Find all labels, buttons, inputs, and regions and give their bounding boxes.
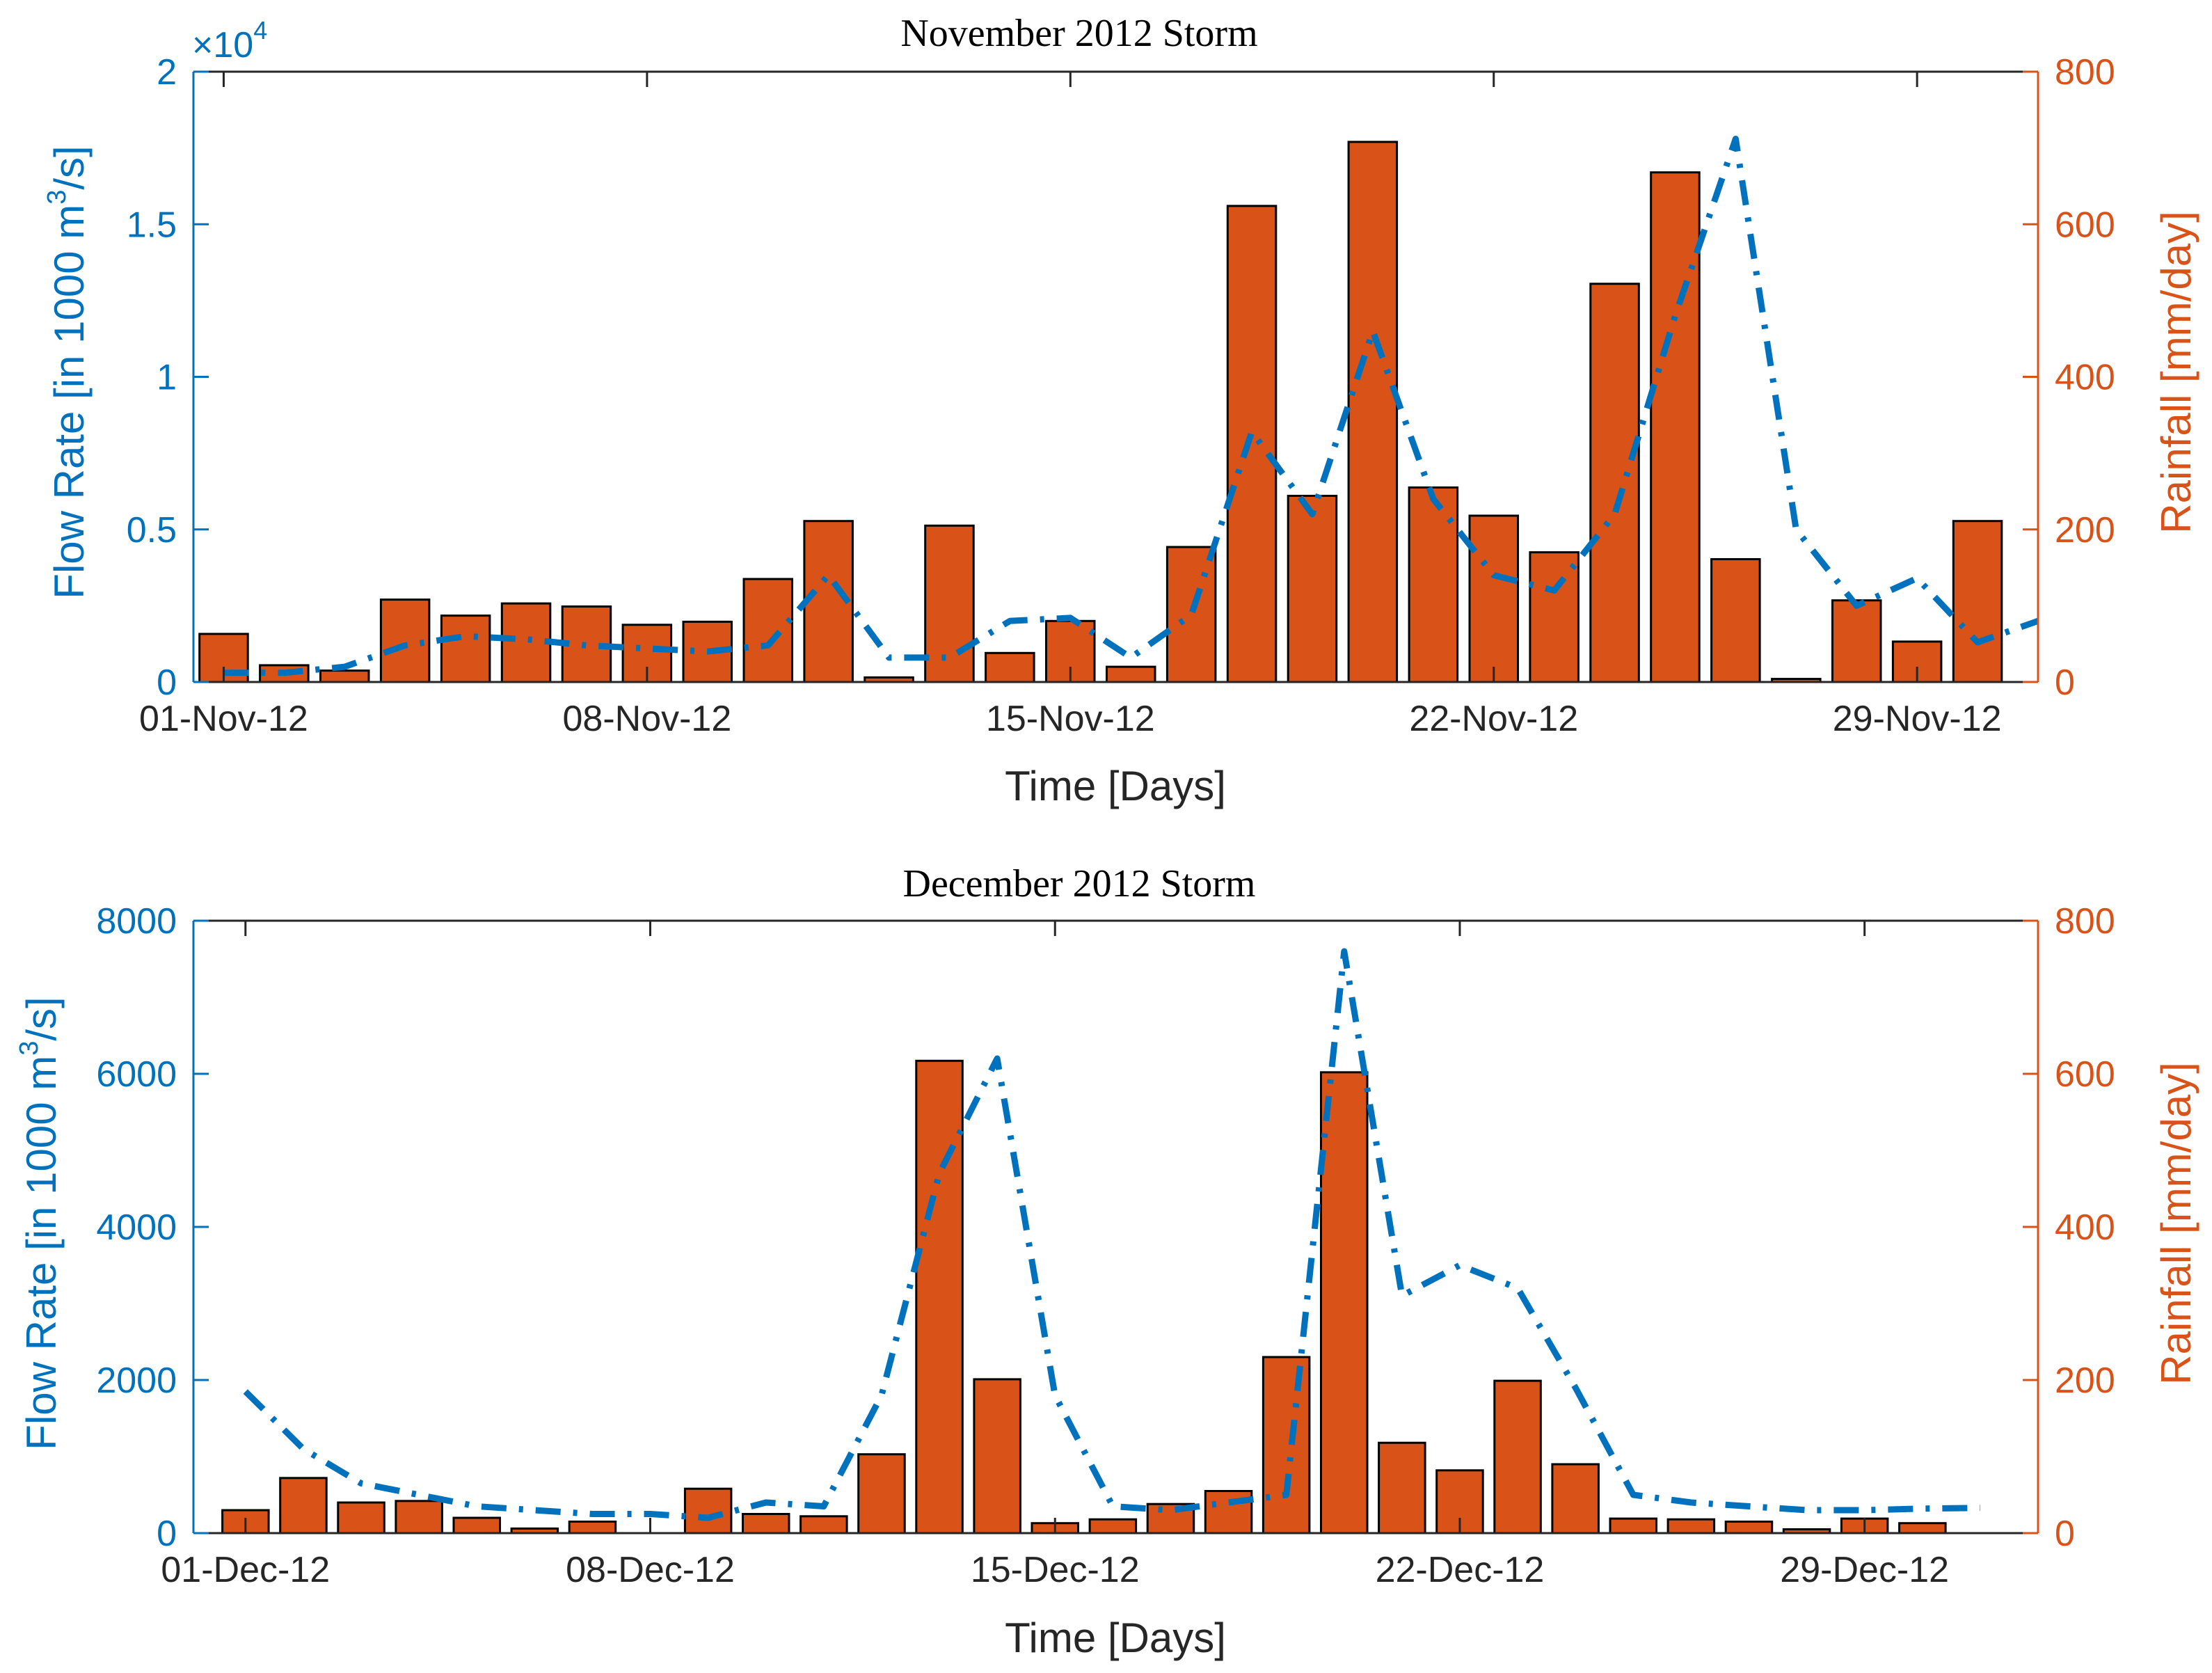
rainfall-bar xyxy=(1226,205,1278,683)
december-panel: December 2012 Storm 01-Dec-12 08-Dec-12 15… xyxy=(15,862,2199,1661)
left-y-axis-label-part-2: /s] xyxy=(46,145,93,189)
rainfall-bar xyxy=(319,669,370,683)
x-tick-label: 01-Nov-12 xyxy=(139,699,308,739)
rainfall-bar xyxy=(1529,551,1580,683)
left-y-axis-label-superscript: 3 xyxy=(15,1041,44,1056)
left-y-tick-label: 2000 xyxy=(96,1361,177,1401)
rainfall-bar xyxy=(924,524,975,683)
left-y-tick-label: 0 xyxy=(157,1514,177,1554)
rainfall-bar xyxy=(1666,1518,1716,1535)
right-y-axis-label: Rainfall [mm/day] xyxy=(2153,1062,2199,1384)
rainfall-bar xyxy=(1287,495,1338,683)
rainfall-bar xyxy=(452,1516,501,1535)
left-y-tick-label: 8000 xyxy=(96,901,177,942)
rainfall-bar xyxy=(1408,486,1459,683)
rainfall-bar xyxy=(1320,1071,1369,1535)
rainfall-bar xyxy=(985,651,1035,683)
rainfall-bar xyxy=(440,615,491,683)
right-y-tick-label: 200 xyxy=(2055,1361,2115,1401)
rainfall-bar xyxy=(683,1487,733,1535)
rainfall-bar xyxy=(1347,141,1399,683)
left-y-tick-label: 1 xyxy=(157,358,177,398)
rainfall-bar xyxy=(1650,171,1701,683)
left-y-axis-label-part-1: Flow Rate [in 1000 m xyxy=(46,205,93,599)
left-y-tick-label: 6000 xyxy=(96,1054,177,1095)
left-y-tick-label: 1.5 xyxy=(127,205,177,245)
left-y-tick-label: 4000 xyxy=(96,1207,177,1248)
left-y-axis-label-part-1: Flow Rate [in 1000 m xyxy=(18,1056,65,1450)
rainfall-bar xyxy=(500,602,552,683)
rainfall-bar xyxy=(1710,558,1761,683)
rainfall-bar xyxy=(1551,1463,1600,1535)
rainfall-bar xyxy=(337,1501,385,1535)
right-y-tick-label: 600 xyxy=(2055,205,2115,245)
rainfall-bar xyxy=(568,1521,617,1535)
left-y-axis-label: Flow Rate [in 1000 m3/s] xyxy=(15,997,65,1450)
plot-area: 01-Dec-12 08-Dec-12 15-Dec-12 22-Dec-12 29-D… xyxy=(96,901,2115,1590)
right-y-tick-label: 400 xyxy=(2055,358,2115,398)
rainfall-bar xyxy=(1165,546,1217,683)
rainfall-bar xyxy=(1493,1379,1542,1535)
right-y-tick-label: 200 xyxy=(2055,510,2115,550)
right-y-tick-label: 800 xyxy=(2055,901,2115,942)
left-y-tick-label: 0 xyxy=(157,663,177,703)
rainfall-bar xyxy=(1106,665,1156,683)
flow-rate-line xyxy=(243,948,1980,1521)
rainfall-bar xyxy=(973,1378,1021,1535)
left-y-tick-label: 0.5 xyxy=(127,510,177,550)
x-tick-label: 22-Dec-12 xyxy=(1376,1550,1545,1590)
rainfall-bar xyxy=(1952,520,2003,683)
rainfall-bar xyxy=(395,1500,443,1535)
rainfall-bar xyxy=(742,1513,790,1535)
rainfall-bar xyxy=(1088,1518,1138,1535)
left-y-axis-label-part-2: /s] xyxy=(18,997,65,1040)
exponent-base: ×10 xyxy=(192,25,253,65)
rainfall-bar xyxy=(1724,1521,1774,1535)
right-y-axis-label: Rainfall [mm/day] xyxy=(2153,211,2199,533)
november-panel: November 2012 Storm 01-Nov-12 08-Nov-12 15… xyxy=(42,12,2199,809)
x-tick-label: 01-Dec-12 xyxy=(161,1550,330,1590)
rainfall-bar xyxy=(1378,1441,1426,1535)
x-tick-label: 22-Nov-12 xyxy=(1409,699,1578,739)
rainfall-bar xyxy=(1609,1517,1657,1535)
rainfall-bar xyxy=(742,578,793,683)
flow-rate-line xyxy=(223,136,2039,676)
right-y-tick-label: 0 xyxy=(2055,663,2075,703)
right-y-tick-label: 0 xyxy=(2055,1514,2075,1554)
chart-title: December 2012 Storm xyxy=(903,862,1256,905)
x-tick-label: 29-Dec-12 xyxy=(1780,1550,1949,1590)
x-tick-label: 15-Nov-12 xyxy=(986,699,1155,739)
right-y-tick-label: 800 xyxy=(2055,52,2115,93)
rainfall-bar xyxy=(1262,1356,1311,1535)
x-axis-label: Time [Days] xyxy=(1005,1615,1226,1661)
chart-title: November 2012 Storm xyxy=(900,12,1257,55)
x-tick-label: 08-Nov-12 xyxy=(562,699,731,739)
left-y-axis-label-superscript: 3 xyxy=(42,190,72,205)
plot-area: 01-Nov-12 08-Nov-12 15-Nov-12 22-Nov-12 29-N… xyxy=(127,52,2115,739)
left-y-tick-label: 2 xyxy=(157,52,177,93)
rainfall-bar xyxy=(1831,599,1882,683)
rainfall-bar xyxy=(1589,283,1640,683)
x-tick-label: 08-Dec-12 xyxy=(566,1550,735,1590)
rainfall-bar xyxy=(915,1059,964,1535)
exponent-power: 4 xyxy=(253,16,267,45)
rainfall-bar xyxy=(857,1453,906,1535)
left-y-axis-label: Flow Rate [in 1000 m3/s] xyxy=(42,145,93,598)
right-y-tick-label: 400 xyxy=(2055,1207,2115,1248)
x-tick-label: 29-Nov-12 xyxy=(1833,699,2002,739)
rainfall-bar xyxy=(1898,1522,1947,1535)
rainfall-bar xyxy=(799,1515,848,1535)
y-exponent-label: ×104 xyxy=(192,16,267,65)
right-y-tick-label: 600 xyxy=(2055,1054,2115,1095)
x-axis-label: Time [Days] xyxy=(1005,763,1226,809)
rainfall-bar xyxy=(1468,514,1519,683)
rainfall-bar xyxy=(279,1477,328,1535)
x-tick-label: 15-Dec-12 xyxy=(971,1550,1140,1590)
